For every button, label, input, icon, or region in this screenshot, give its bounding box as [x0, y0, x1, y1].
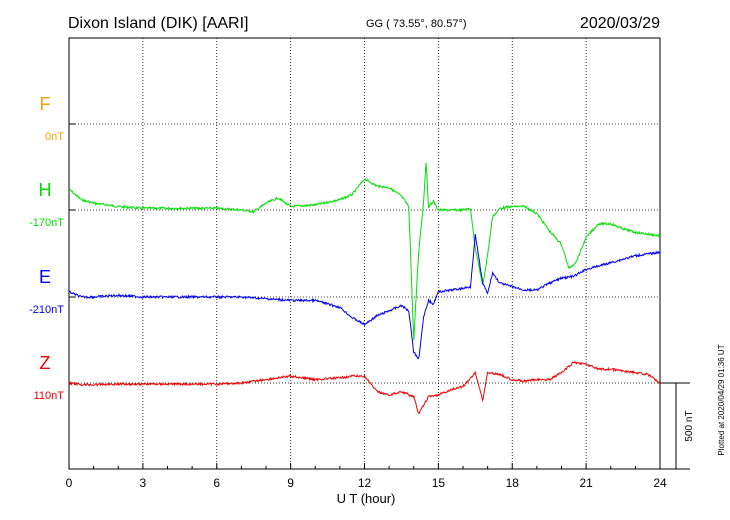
x-tick-label: 18	[506, 476, 520, 490]
channel-labels: F 0nT H -170nT E -210nT Z 110nT	[29, 94, 64, 402]
x-tick-label: 9	[287, 476, 294, 490]
grid-lines	[69, 37, 660, 469]
x-tick-label: 15	[432, 476, 446, 490]
series-Z	[68, 360, 661, 415]
x-tick-label: 3	[140, 476, 147, 490]
x-axis-label: U T (hour)	[337, 491, 396, 506]
scale-bar-label: 500 nT	[684, 410, 695, 441]
scale-bar: 500 nT	[660, 382, 695, 470]
channel-baseline-E: -210nT	[29, 304, 64, 316]
channel-name-E: E	[39, 267, 51, 287]
series-H	[68, 162, 661, 341]
x-tick-label: 21	[579, 476, 593, 490]
date-label: 2020/03/29	[580, 15, 660, 32]
x-tick-label: 0	[66, 476, 73, 490]
channel-baseline-Z: 110nT	[34, 390, 65, 402]
channel-name-F: F	[40, 94, 51, 114]
station-title: Dixon Island (DIK) [AARI]	[68, 15, 249, 32]
x-tick-label: 12	[358, 476, 372, 490]
geographic-coords: GG ( 73.55°, 80.57°)	[366, 18, 467, 30]
series-E	[68, 234, 661, 360]
channel-baseline-F: 0nT	[45, 131, 64, 143]
channel-name-H: H	[39, 180, 52, 200]
x-tick-label: 24	[653, 476, 667, 490]
series-lines	[68, 162, 661, 415]
channel-name-Z: Z	[40, 353, 51, 373]
x-axis-ticks: 0 3 6 9 12 15 18 21 24	[66, 123, 667, 490]
x-tick-label: 6	[213, 476, 220, 490]
channel-baseline-H: -170nT	[29, 217, 64, 229]
plotted-timestamp: Plotted at 2020/04/29 01:36 UT	[717, 344, 726, 455]
